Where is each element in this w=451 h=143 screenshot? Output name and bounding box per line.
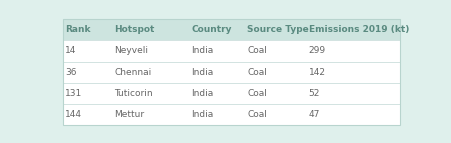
Text: India: India bbox=[191, 46, 213, 55]
Text: Emissions 2019 (kt): Emissions 2019 (kt) bbox=[308, 25, 408, 34]
Text: Mettur: Mettur bbox=[114, 110, 144, 119]
Text: 47: 47 bbox=[308, 110, 319, 119]
Text: Source Type: Source Type bbox=[247, 25, 308, 34]
Bar bbox=[63, 19, 400, 40]
Text: 52: 52 bbox=[308, 89, 319, 98]
Text: 14: 14 bbox=[65, 46, 77, 55]
Bar bbox=[63, 83, 400, 104]
Text: 144: 144 bbox=[65, 110, 82, 119]
Text: 36: 36 bbox=[65, 68, 77, 77]
Text: Neyveli: Neyveli bbox=[114, 46, 148, 55]
Text: Coal: Coal bbox=[247, 89, 267, 98]
Text: Chennai: Chennai bbox=[114, 68, 151, 77]
Text: Hotspot: Hotspot bbox=[114, 25, 154, 34]
Text: Country: Country bbox=[191, 25, 231, 34]
Bar bbox=[63, 62, 400, 83]
Bar bbox=[63, 40, 400, 62]
Text: 142: 142 bbox=[308, 68, 325, 77]
Text: India: India bbox=[191, 89, 213, 98]
Text: Coal: Coal bbox=[247, 46, 267, 55]
Text: 131: 131 bbox=[65, 89, 83, 98]
Text: Coal: Coal bbox=[247, 110, 267, 119]
Text: India: India bbox=[191, 110, 213, 119]
Bar bbox=[63, 104, 400, 125]
Text: Rank: Rank bbox=[65, 25, 91, 34]
Text: Tuticorin: Tuticorin bbox=[114, 89, 152, 98]
Text: 299: 299 bbox=[308, 46, 325, 55]
Text: India: India bbox=[191, 68, 213, 77]
Text: Coal: Coal bbox=[247, 68, 267, 77]
